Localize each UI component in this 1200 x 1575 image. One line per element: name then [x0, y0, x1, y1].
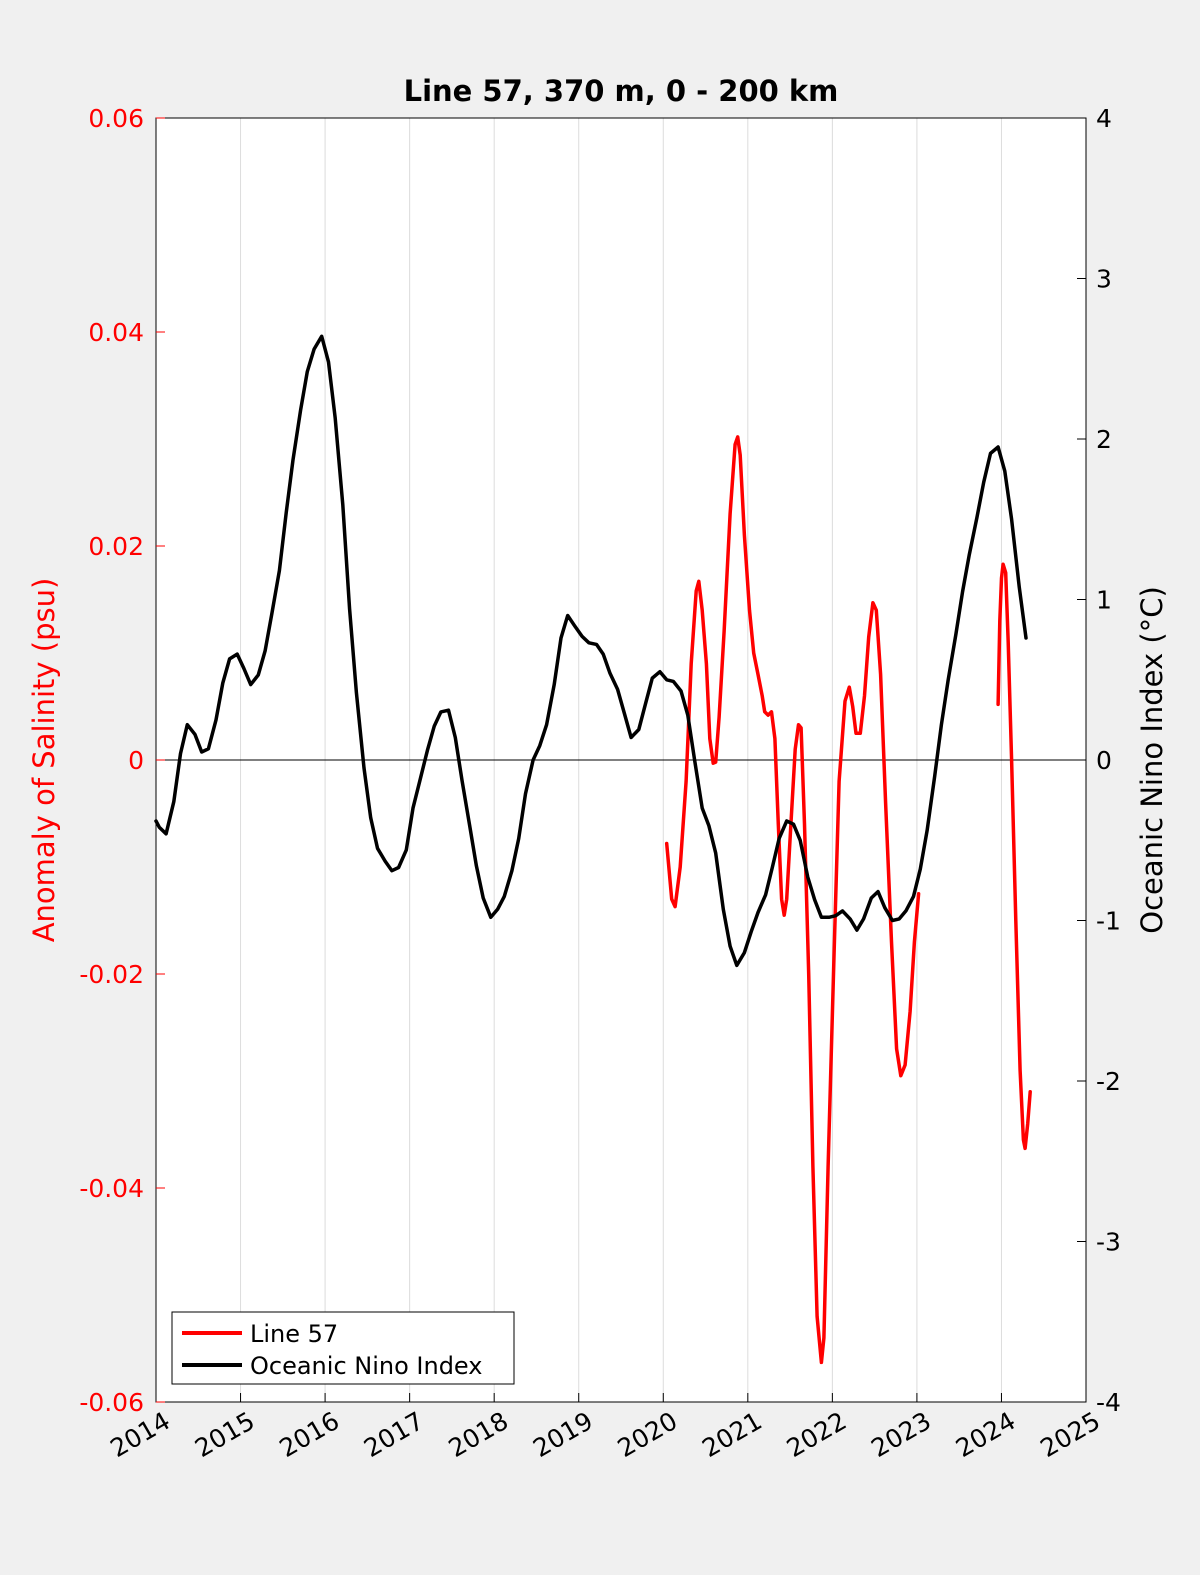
left-y-axis-label: Anomaly of Salinity (psu)	[27, 578, 61, 943]
left-tick-label: -0.04	[79, 1174, 144, 1203]
right-tick-label: 2	[1096, 425, 1112, 454]
x-tick-label-2020: 2020	[613, 1406, 683, 1463]
x-tick-label-2024: 2024	[951, 1406, 1021, 1463]
left-tick-label: 0.04	[88, 318, 144, 347]
series-lines	[154, 334, 1032, 1365]
right-tick-label: -3	[1096, 1228, 1121, 1257]
legend: Line 57 Oceanic Nino Index	[171, 1311, 515, 1385]
left-y-axis: -0.06 -0.04 -0.02 0 0.02 0.04 0.06	[79, 104, 165, 1417]
x-tick-label-2022: 2022	[782, 1406, 852, 1463]
x-axis: 2014 2015 2016 2017 2018 2019 2020 2021 2022 2023…	[105, 1393, 1105, 1463]
x-tick-label-2021: 2021	[697, 1406, 767, 1463]
left-tick-label: -0.02	[79, 960, 144, 989]
right-tick-label: 4	[1096, 104, 1112, 133]
x-tick-label-2018: 2018	[444, 1406, 514, 1463]
right-tick-label: 0	[1096, 746, 1112, 775]
left-tick-label: -0.06	[79, 1388, 144, 1417]
right-tick-label: -4	[1096, 1388, 1121, 1417]
chart-title: Line 57, 370 m, 0 - 200 km	[404, 74, 839, 108]
x-tick-label-2017: 2017	[359, 1406, 429, 1463]
right-y-axis: -4 -3 -2 -1 0 1 2 3 4	[1077, 104, 1121, 1417]
legend-line57-label: Line 57	[250, 1320, 338, 1348]
left-tick-label: 0	[128, 746, 144, 775]
right-tick-label: 3	[1096, 265, 1112, 294]
x-tick-label-2016: 2016	[274, 1406, 344, 1463]
oni-series-segment-0	[154, 334, 1028, 968]
right-tick-label: -1	[1096, 907, 1121, 936]
right-tick-label: -2	[1096, 1067, 1121, 1096]
x-tick-label-2015: 2015	[190, 1406, 260, 1463]
right-y-axis-label: Oceanic Nino Index (°C)	[1135, 586, 1169, 934]
legend-box	[171, 1311, 515, 1385]
line57-series-segment-1	[996, 562, 1032, 1151]
line57-series-segment-0	[664, 435, 921, 1365]
right-tick-label: 1	[1096, 586, 1112, 615]
x-tick-label-2019: 2019	[528, 1406, 598, 1463]
left-tick-label: 0.02	[88, 532, 144, 561]
legend-oni-label: Oceanic Nino Index	[250, 1352, 482, 1380]
x-tick-label-2023: 2023	[866, 1406, 936, 1463]
left-tick-label: 0.06	[88, 104, 144, 133]
x-tick-label-2025: 2025	[1035, 1406, 1105, 1463]
